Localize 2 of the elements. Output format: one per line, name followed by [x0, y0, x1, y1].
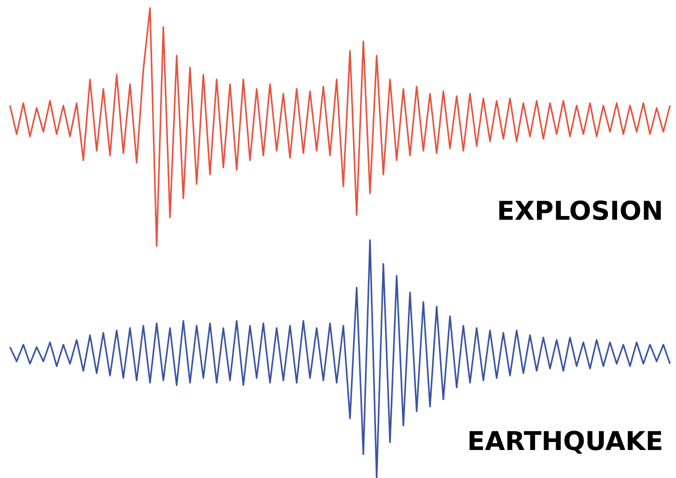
series-label: EARTHQUAKE	[470, 430, 662, 454]
text: EXPLOSION	[499, 200, 661, 220]
